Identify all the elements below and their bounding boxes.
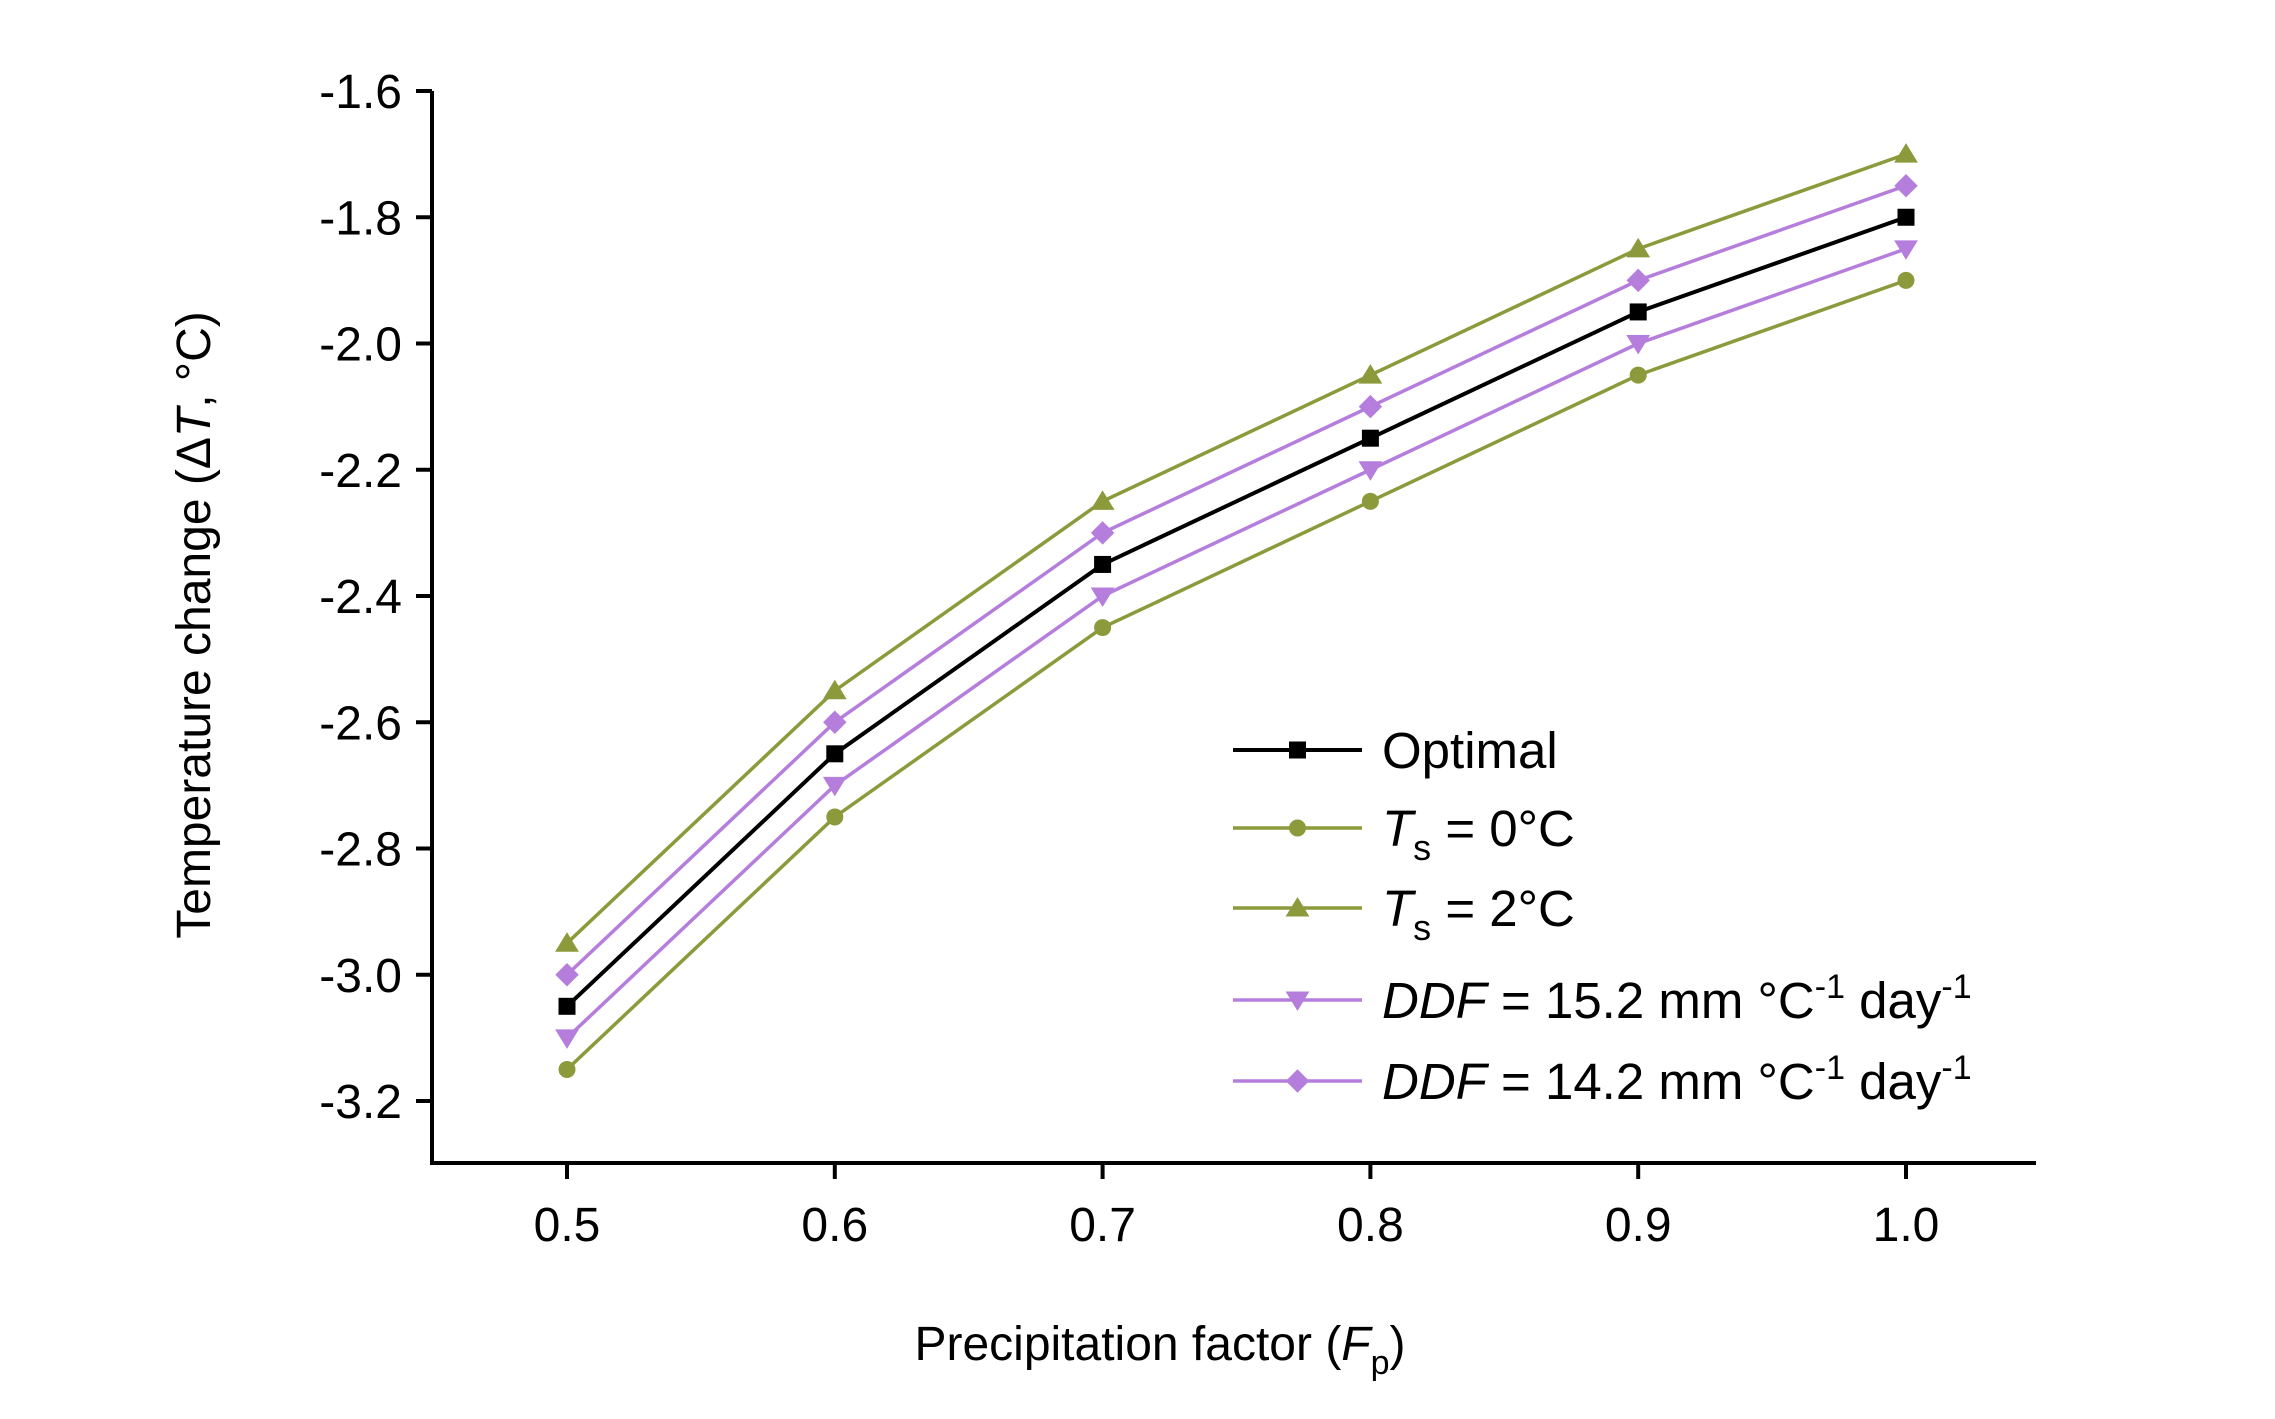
data-point [822, 679, 847, 700]
data-point [826, 745, 844, 763]
data-point [558, 1060, 576, 1078]
data-point [1094, 619, 1112, 637]
data-point [555, 932, 579, 952]
legend-label: DDF = 15.2 mm °C-1 day-1 [1382, 968, 1972, 1029]
data-point [1894, 240, 1918, 260]
legend-label: Ts = 2°C [1382, 880, 1575, 948]
data-point [1358, 394, 1383, 419]
series-line [565, 215, 1907, 1008]
data-point [555, 963, 579, 987]
y-tick-label: -2.2 [319, 445, 402, 498]
x-axis-title: Precipitation factor (Fp) [914, 1318, 1405, 1382]
legend-label: Optimal [1382, 722, 1558, 779]
y-axis-title: Temperature change (ΔT, °C) [168, 311, 221, 939]
data-point [1094, 555, 1112, 573]
y-tick-label: -3.0 [319, 950, 402, 1003]
data-point [1361, 429, 1379, 447]
legend-item: Optimal [1233, 722, 1558, 779]
series-3 [555, 240, 1918, 1049]
y-tick-label: -1.6 [319, 66, 402, 119]
x-tick-label: 0.9 [1605, 1199, 1672, 1252]
legend-item: Ts = 0°C [1233, 800, 1575, 868]
x-tick-label: 0.7 [1069, 1199, 1136, 1252]
data-point [1090, 521, 1115, 545]
series-line [565, 184, 1907, 977]
data-point [1361, 492, 1379, 510]
data-point [555, 1029, 579, 1049]
series-line [565, 152, 1907, 945]
legend: Optimal Ts = 0°C Ts = 2°C DDF = 15.2 mm °C-… [1233, 722, 1972, 1110]
series-4 [555, 173, 1918, 987]
y-tick-label: -2.4 [319, 571, 402, 624]
data-point [1358, 461, 1383, 481]
x-tick-label: 1.0 [1873, 1199, 1940, 1252]
legend-marker [1285, 897, 1310, 917]
data-point [826, 808, 844, 826]
axes: -1.6 -1.8 -2.0 -2.2 -2.4 -2.6 -2.8 -3.0 -3.2 0.5 0… [319, 66, 2036, 1252]
data-point [1894, 143, 1918, 163]
legend-item: DDF = 14.2 mm °C-1 day-1 [1233, 1049, 1972, 1110]
x-tick-label: 0.6 [801, 1199, 868, 1252]
legend-label: Ts = 0°C [1382, 800, 1575, 868]
data-point [1629, 366, 1647, 384]
y-tick-label: -1.8 [319, 192, 402, 245]
data-point [558, 997, 576, 1015]
legend-marker [1289, 741, 1306, 759]
legend-marker [1289, 819, 1306, 837]
x-tick-label: 0.8 [1337, 1199, 1404, 1252]
series-1 [558, 271, 1915, 1078]
data-point [1629, 303, 1647, 321]
data-point [1090, 490, 1115, 510]
series-line [565, 278, 1907, 1071]
y-tick-label: -2.0 [319, 319, 402, 372]
legend-item: DDF = 15.2 mm °C-1 day-1 [1233, 968, 1972, 1029]
data-point [1897, 208, 1915, 226]
legend-label: DDF = 14.2 mm °C-1 day-1 [1382, 1049, 1972, 1110]
data-point [1626, 268, 1650, 293]
y-tick-label: -2.8 [319, 824, 402, 877]
data-point [1897, 271, 1915, 289]
data-point [823, 710, 847, 734]
series-line [565, 247, 1907, 1040]
x-tick-label: 0.5 [534, 1199, 601, 1252]
data-point [1626, 237, 1651, 258]
y-tick-label: -2.6 [319, 697, 402, 750]
y-tick-label: -3.2 [319, 1076, 402, 1129]
data-point [1626, 335, 1651, 355]
data-point [822, 776, 847, 797]
legend-marker [1285, 991, 1310, 1011]
series-0 [558, 208, 1915, 1015]
series-layer [555, 143, 1918, 1078]
data-point [1090, 587, 1115, 607]
series-2 [555, 143, 1918, 952]
data-point [1894, 173, 1918, 198]
data-point [1358, 364, 1383, 384]
legend-marker [1285, 1069, 1310, 1093]
legend-item: Ts = 2°C [1233, 880, 1575, 948]
